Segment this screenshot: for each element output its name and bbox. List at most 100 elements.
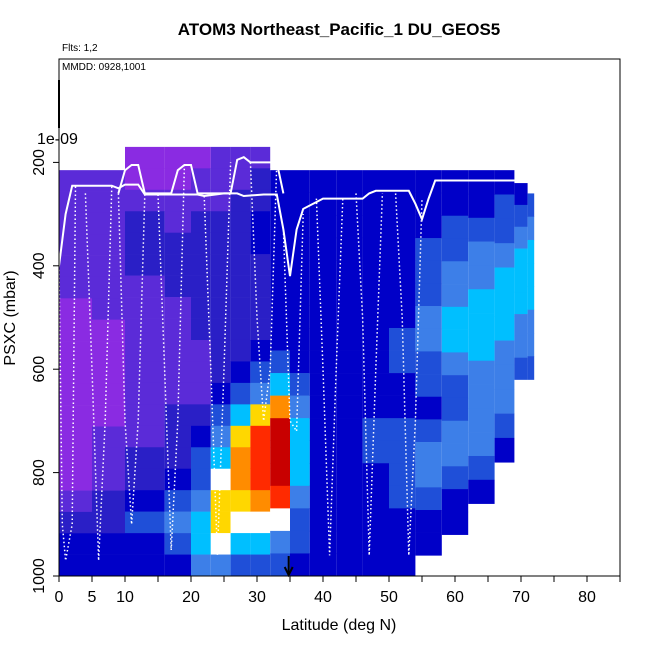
- heatmap-cell: [59, 255, 92, 278]
- heatmap-cell: [389, 170, 416, 194]
- heatmap-cell: [290, 530, 310, 554]
- heatmap-cell: [92, 554, 125, 577]
- heatmap-cell: [59, 490, 92, 513]
- heatmap-cell: [270, 395, 290, 419]
- heatmap-cell: [164, 232, 191, 255]
- heatmap-cell: [514, 335, 528, 359]
- heatmap-cell: [415, 238, 442, 262]
- chart-title: ATOM3 Northeast_Pacific_1 DU_GEOS5: [178, 20, 501, 39]
- heatmap-cell: [494, 170, 515, 195]
- heatmap-cell: [125, 254, 165, 276]
- heatmap-cell: [494, 243, 515, 268]
- heatmap-cell: [210, 404, 231, 427]
- heatmap-cell: [309, 170, 337, 194]
- heatmap-cell: [290, 463, 310, 487]
- heatmap-cell: [389, 373, 416, 396]
- heatmap-cell: [92, 234, 125, 256]
- heatmap-cell: [250, 254, 271, 276]
- heatmap-cell: [92, 255, 125, 278]
- heatmap-cell: [309, 418, 337, 442]
- heatmap-cell: [362, 485, 389, 509]
- heatmap-cell: [230, 447, 251, 470]
- heatmap-cell: [362, 440, 389, 464]
- heatmap-cell: [125, 318, 165, 341]
- heatmap-cell: [494, 340, 515, 366]
- heatmap-cell: [59, 511, 92, 534]
- heatmap-cell: [514, 357, 528, 380]
- heatmap-cell: [309, 260, 337, 284]
- y-tick-label: 200: [31, 149, 48, 176]
- heatmap-cell: [389, 282, 416, 306]
- heatmap-cell: [441, 397, 469, 422]
- heatmap-cell: [468, 241, 495, 266]
- heatmap-cell: [441, 466, 469, 490]
- heatmap-cell: [125, 297, 165, 319]
- heatmap-cell: [210, 146, 231, 169]
- heatmap-cell: [59, 554, 92, 577]
- heatmap-cell: [164, 297, 191, 319]
- heatmap-cell: [362, 508, 389, 532]
- heatmap-cell: [125, 361, 165, 384]
- heatmap-cell: [415, 510, 442, 533]
- heatmap-cell: [230, 275, 251, 298]
- heatmap-cell: [270, 485, 290, 509]
- heatmap-cell: [290, 553, 310, 577]
- heatmap-cell: [92, 533, 125, 555]
- heatmap-cell: [309, 508, 337, 532]
- heatmap-cell: [270, 508, 290, 532]
- heatmap-cell: [441, 192, 469, 217]
- heatmap-cell: [494, 364, 515, 390]
- heatmap-cell: [191, 554, 211, 577]
- heatmap-cell: [527, 333, 535, 357]
- heatmap-cell: [230, 511, 251, 534]
- heatmap-cell: [494, 316, 515, 341]
- heatmap-cell: [270, 192, 290, 216]
- heatmap-cell: [290, 485, 310, 509]
- heatmap-cell: [125, 339, 165, 362]
- flight-track-dotted: [282, 214, 304, 434]
- heatmap-cell: [362, 530, 389, 554]
- x-tick-label: 0: [55, 589, 64, 606]
- heatmap-cell: [59, 533, 92, 555]
- heatmap-cell: [468, 408, 495, 433]
- heatmap-cell: [210, 554, 231, 577]
- heatmap-cell: [250, 468, 271, 491]
- heatmap-cell: [191, 232, 211, 255]
- x-tick-label: 60: [446, 589, 464, 606]
- heatmap-cell: [336, 305, 363, 329]
- heatmap-cell: [468, 170, 495, 195]
- heatmap-cell: [191, 447, 211, 470]
- heatmap-cell: [290, 395, 310, 419]
- heatmap-cell: [527, 309, 535, 334]
- heatmap-cell: [92, 362, 125, 385]
- heatmap-cell: [336, 260, 363, 284]
- heatmap-cell: [230, 554, 251, 577]
- heatmap-cell: [230, 490, 251, 512]
- heatmap-cell: [92, 447, 125, 470]
- heatmap-cell: [164, 361, 191, 384]
- heatmap-cell: [125, 511, 165, 534]
- heatmap-cell: [290, 327, 310, 351]
- heatmap-cell: [389, 327, 416, 351]
- heatmap-cell: [415, 328, 442, 352]
- heatmap-cell: [125, 404, 165, 427]
- heatmap-cell: [309, 282, 337, 306]
- heatmap-cell: [210, 232, 231, 255]
- heatmap-cell: [389, 305, 416, 329]
- heatmap-cell: [290, 305, 310, 329]
- heatmap-cell: [250, 511, 271, 534]
- heatmap-cell: [250, 339, 271, 362]
- heatmap-cell: [270, 282, 290, 306]
- heatmap-cell: [514, 248, 528, 271]
- heatmap-cell: [362, 237, 389, 261]
- x-tick-label: 40: [314, 589, 332, 606]
- heatmap-cell: [441, 375, 469, 399]
- heatmap-cell: [309, 553, 337, 577]
- heatmap-cell: [514, 314, 528, 337]
- heatmap-cell: [164, 533, 191, 555]
- heatmap-cell: [336, 440, 363, 464]
- heatmap-cell: [415, 532, 442, 556]
- heatmap-cell: [336, 553, 363, 577]
- heatmap-cell: [468, 336, 495, 362]
